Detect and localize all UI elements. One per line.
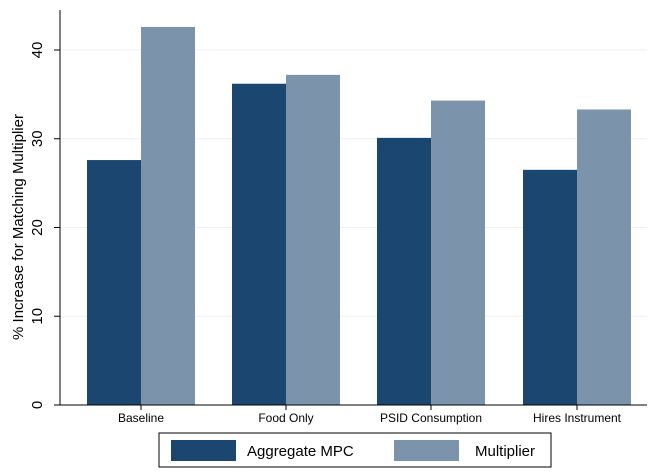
x-tick-labels: Baseline Food Only PSID Consumption Hires I… [118, 405, 622, 425]
y-tick-label-10: 10 [29, 308, 46, 325]
y-tick-label-40: 40 [29, 42, 46, 59]
bar-multiplier-hires-instrument [577, 109, 631, 406]
bar-aggregate-mpc-baseline [87, 160, 141, 405]
y-tick-label-20: 20 [29, 219, 46, 236]
bar-aggregate-mpc-psid-consumption [377, 137, 431, 406]
x-tick-label-food-only: Food Only [258, 411, 313, 425]
legend-swatch-multiplier [394, 440, 459, 461]
bar-aggregate-mpc-food-only [232, 83, 286, 405]
y-tick-label-30: 30 [29, 130, 46, 147]
legend-label-aggregate-mpc: Aggregate MPC [247, 443, 354, 460]
bars [87, 26, 631, 406]
x-tick-label-psid-consumption: PSID Consumption [380, 411, 482, 425]
y-tick-label-0: 0 [29, 401, 46, 409]
y-axis-label: % Increase for Matching Multiplier [10, 114, 27, 340]
legend: Aggregate MPC Multiplier [158, 432, 552, 468]
y-tick-labels: 0 10 20 30 40 [29, 42, 60, 409]
bar-multiplier-baseline [141, 26, 195, 406]
bar-aggregate-mpc-hires-instrument [523, 169, 577, 405]
axes [59, 10, 647, 406]
bar-multiplier-food-only [286, 74, 340, 405]
legend-swatch-aggregate-mpc [171, 440, 236, 461]
legend-label-multiplier: Multiplier [475, 443, 535, 460]
x-tick-label-baseline: Baseline [118, 411, 164, 425]
bar-multiplier-psid-consumption [431, 100, 485, 406]
x-tick-label-hires-instrument: Hires Instrument [533, 411, 622, 425]
